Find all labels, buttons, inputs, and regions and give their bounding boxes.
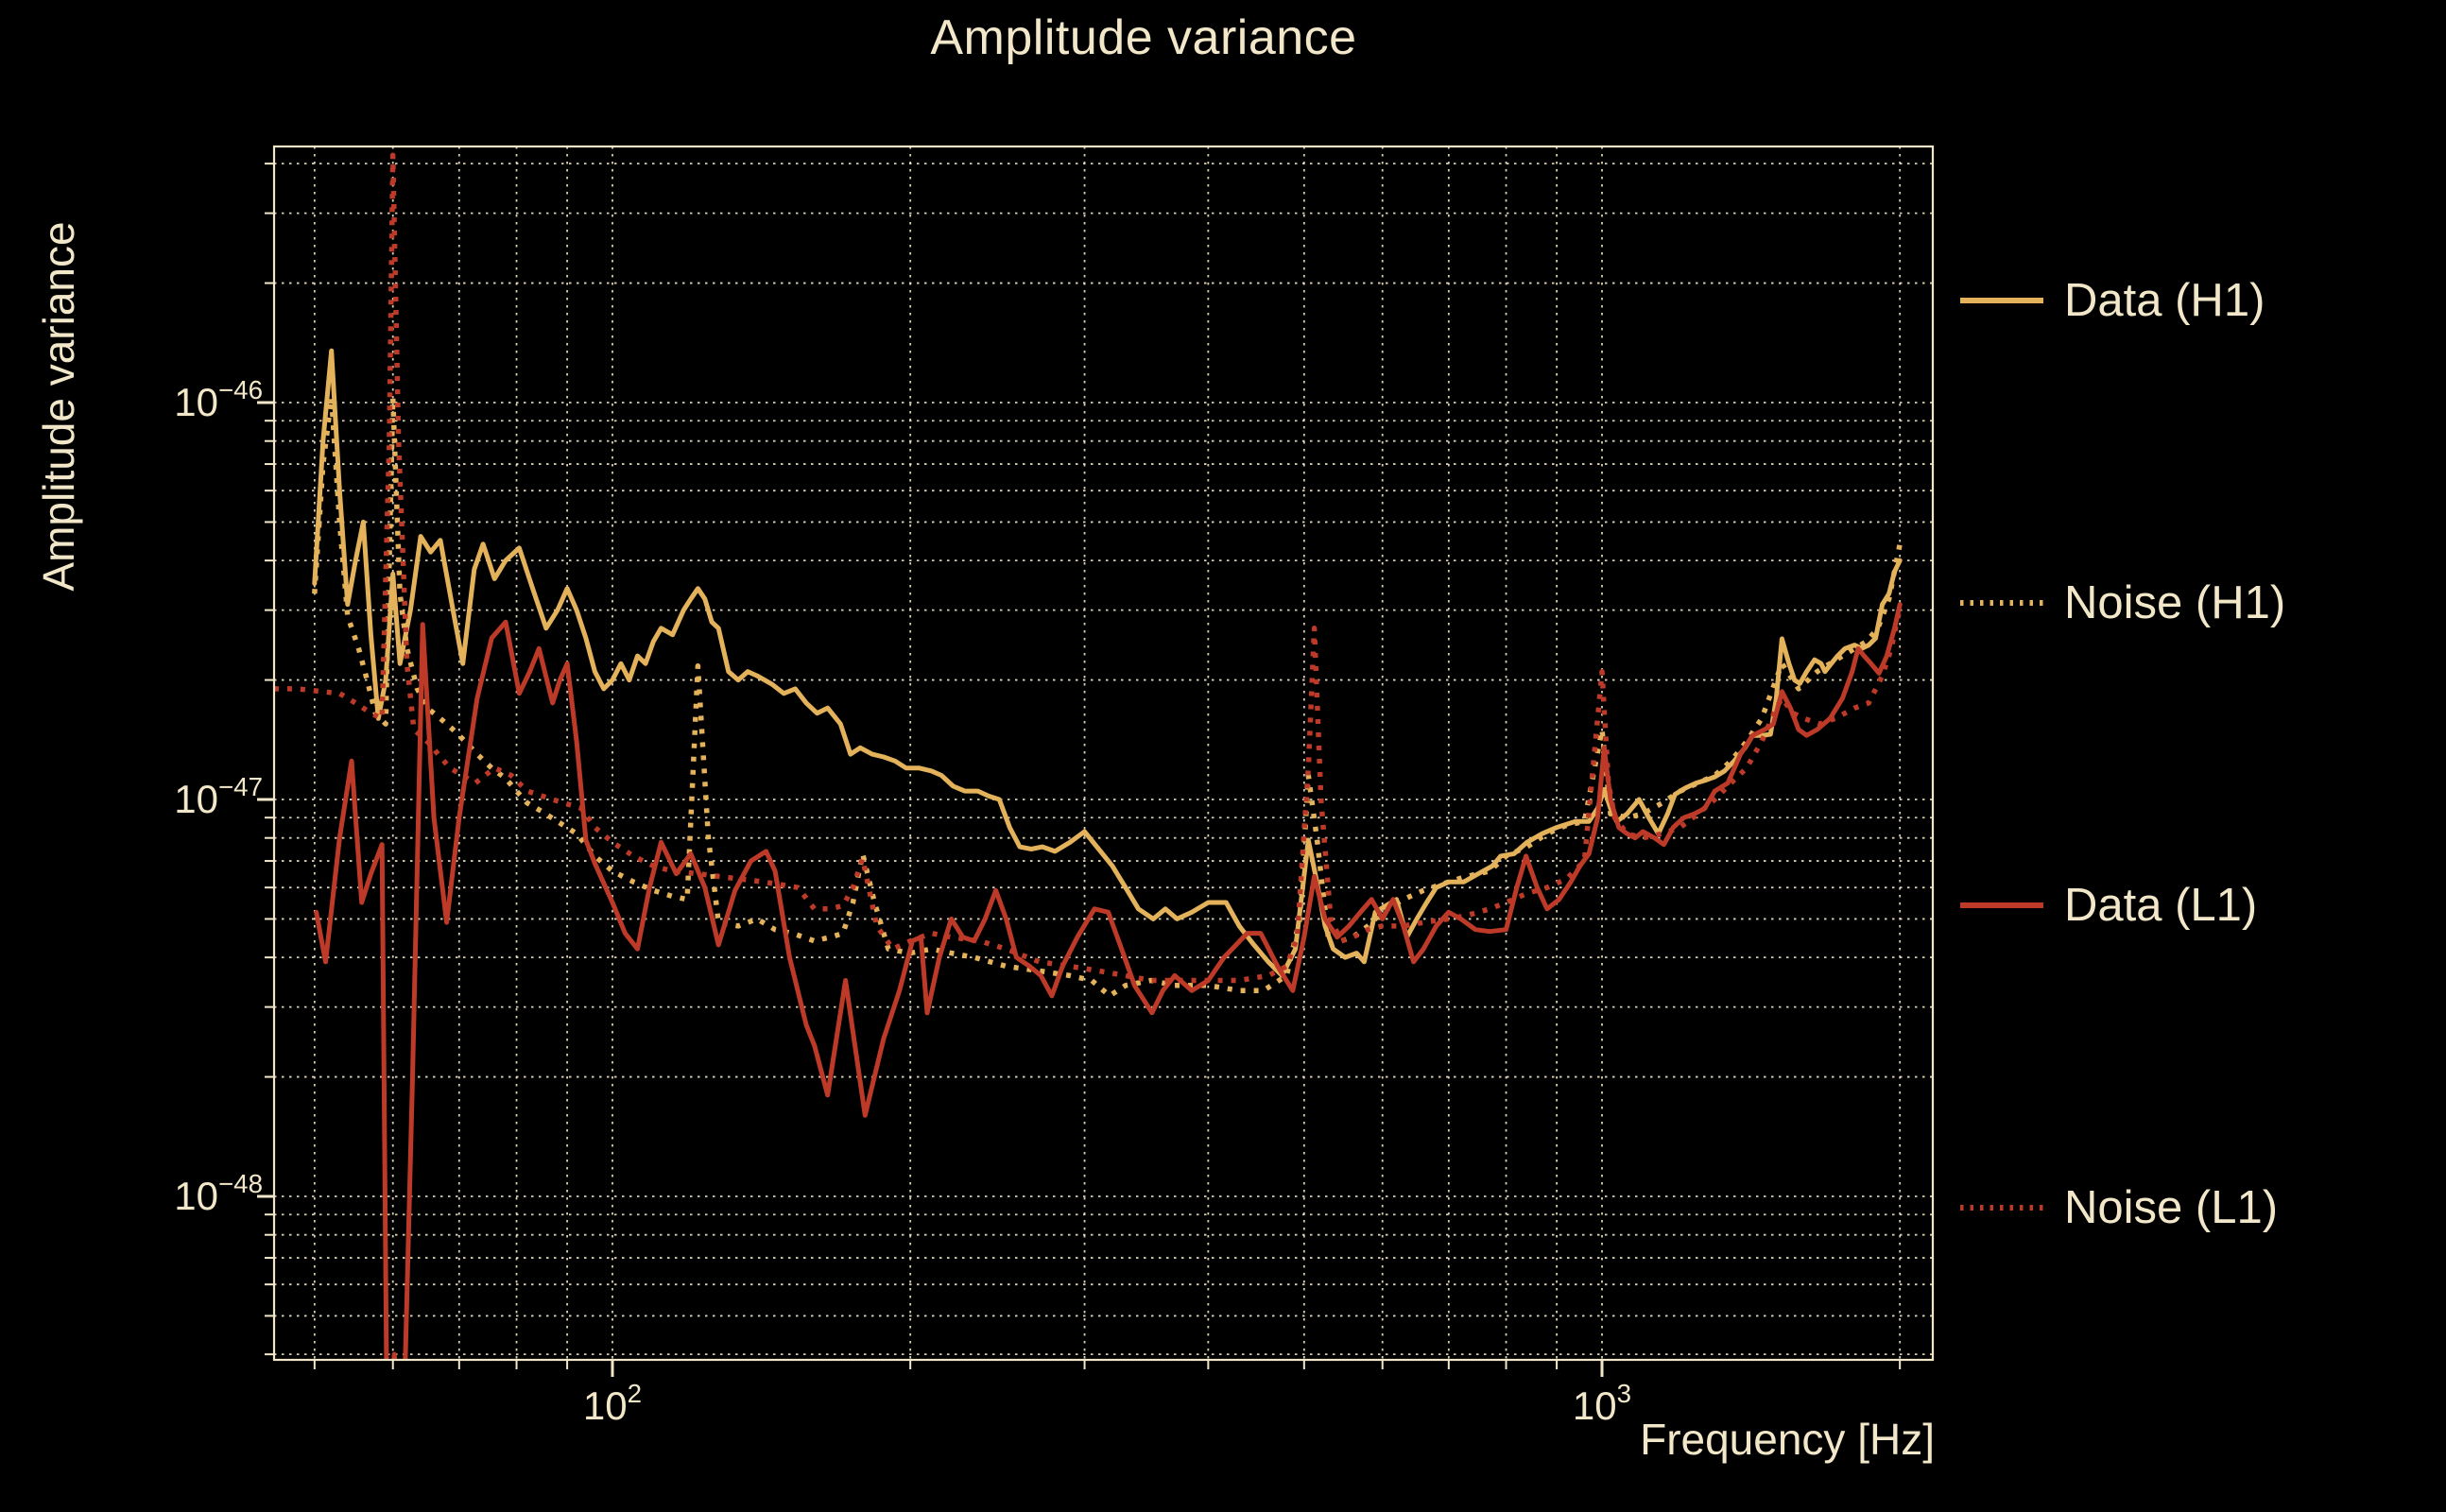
legend-item-data-h1: Data (H1) bbox=[1958, 258, 2265, 343]
chart-title: Amplitude variance bbox=[930, 10, 1357, 65]
legend-label-data-l1: Data (L1) bbox=[2064, 880, 2258, 931]
legend-swatch-data-l1-icon bbox=[1960, 902, 2043, 908]
y-axis-label: Amplitude variance bbox=[34, 221, 83, 592]
legend-label-data-h1: Data (H1) bbox=[2064, 275, 2265, 326]
legend-item-noise-l1: Noise (L1) bbox=[1958, 1165, 2278, 1250]
y-tick-1e-46: 10−46 bbox=[174, 375, 263, 424]
x-tick-100: 102 bbox=[582, 1379, 643, 1428]
x-axis-label: Frequency [Hz] bbox=[1640, 1415, 1935, 1464]
legend: Data (H1) Noise (H1) Data (L1) Noise (L1… bbox=[1958, 0, 2446, 1512]
legend-swatch-noise-h1-icon bbox=[1960, 600, 2043, 606]
y-tick-1e-47: 10−47 bbox=[174, 772, 263, 821]
legend-label-noise-l1: Noise (L1) bbox=[2064, 1182, 2279, 1233]
y-tick-1e-48: 10−48 bbox=[174, 1169, 263, 1218]
legend-item-data-l1: Data (L1) bbox=[1958, 863, 2257, 948]
legend-swatch-noise-l1-icon bbox=[1960, 1205, 2043, 1211]
legend-item-noise-h1: Noise (H1) bbox=[1958, 560, 2285, 645]
legend-label-noise-h1: Noise (H1) bbox=[2064, 577, 2286, 628]
x-tick-1000: 103 bbox=[1572, 1379, 1632, 1428]
legend-swatch-data-h1-icon bbox=[1960, 298, 2043, 303]
